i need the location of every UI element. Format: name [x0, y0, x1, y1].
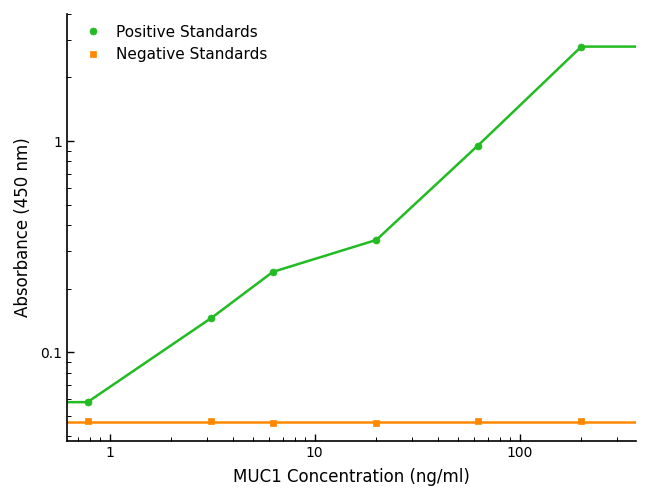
Negative Standards: [474, 418, 482, 424]
Y-axis label: Absorbance (450 nm): Absorbance (450 nm): [14, 138, 32, 318]
Negative Standards: [207, 418, 215, 424]
Positive Standards: [372, 237, 380, 243]
Line: Positive Standards: Positive Standards: [84, 43, 585, 406]
Positive Standards: [207, 315, 215, 321]
Positive Standards: [577, 44, 585, 50]
Negative Standards: [269, 420, 277, 426]
Negative Standards: [577, 418, 585, 424]
Line: Negative Standards: Negative Standards: [84, 418, 585, 427]
Negative Standards: [372, 420, 380, 426]
Positive Standards: [84, 399, 92, 405]
Positive Standards: [474, 142, 482, 148]
Positive Standards: [269, 269, 277, 275]
X-axis label: MUC1 Concentration (ng/ml): MUC1 Concentration (ng/ml): [233, 468, 470, 486]
Negative Standards: [84, 418, 92, 424]
Legend: Positive Standards, Negative Standards: Positive Standards, Negative Standards: [72, 18, 274, 68]
